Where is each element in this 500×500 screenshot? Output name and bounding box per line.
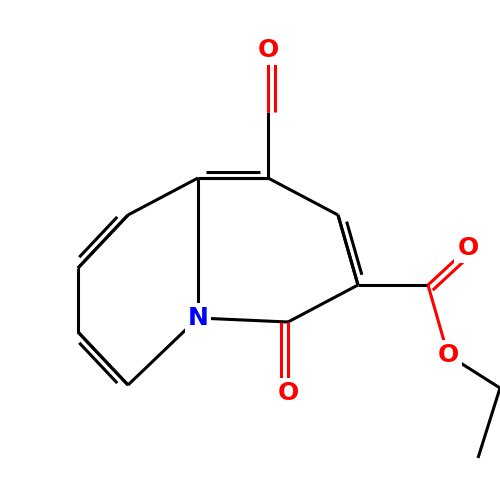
Text: O: O: [438, 343, 458, 367]
Text: O: O: [458, 236, 478, 260]
Text: O: O: [258, 38, 278, 62]
Text: O: O: [278, 381, 298, 405]
Text: N: N: [188, 306, 208, 330]
